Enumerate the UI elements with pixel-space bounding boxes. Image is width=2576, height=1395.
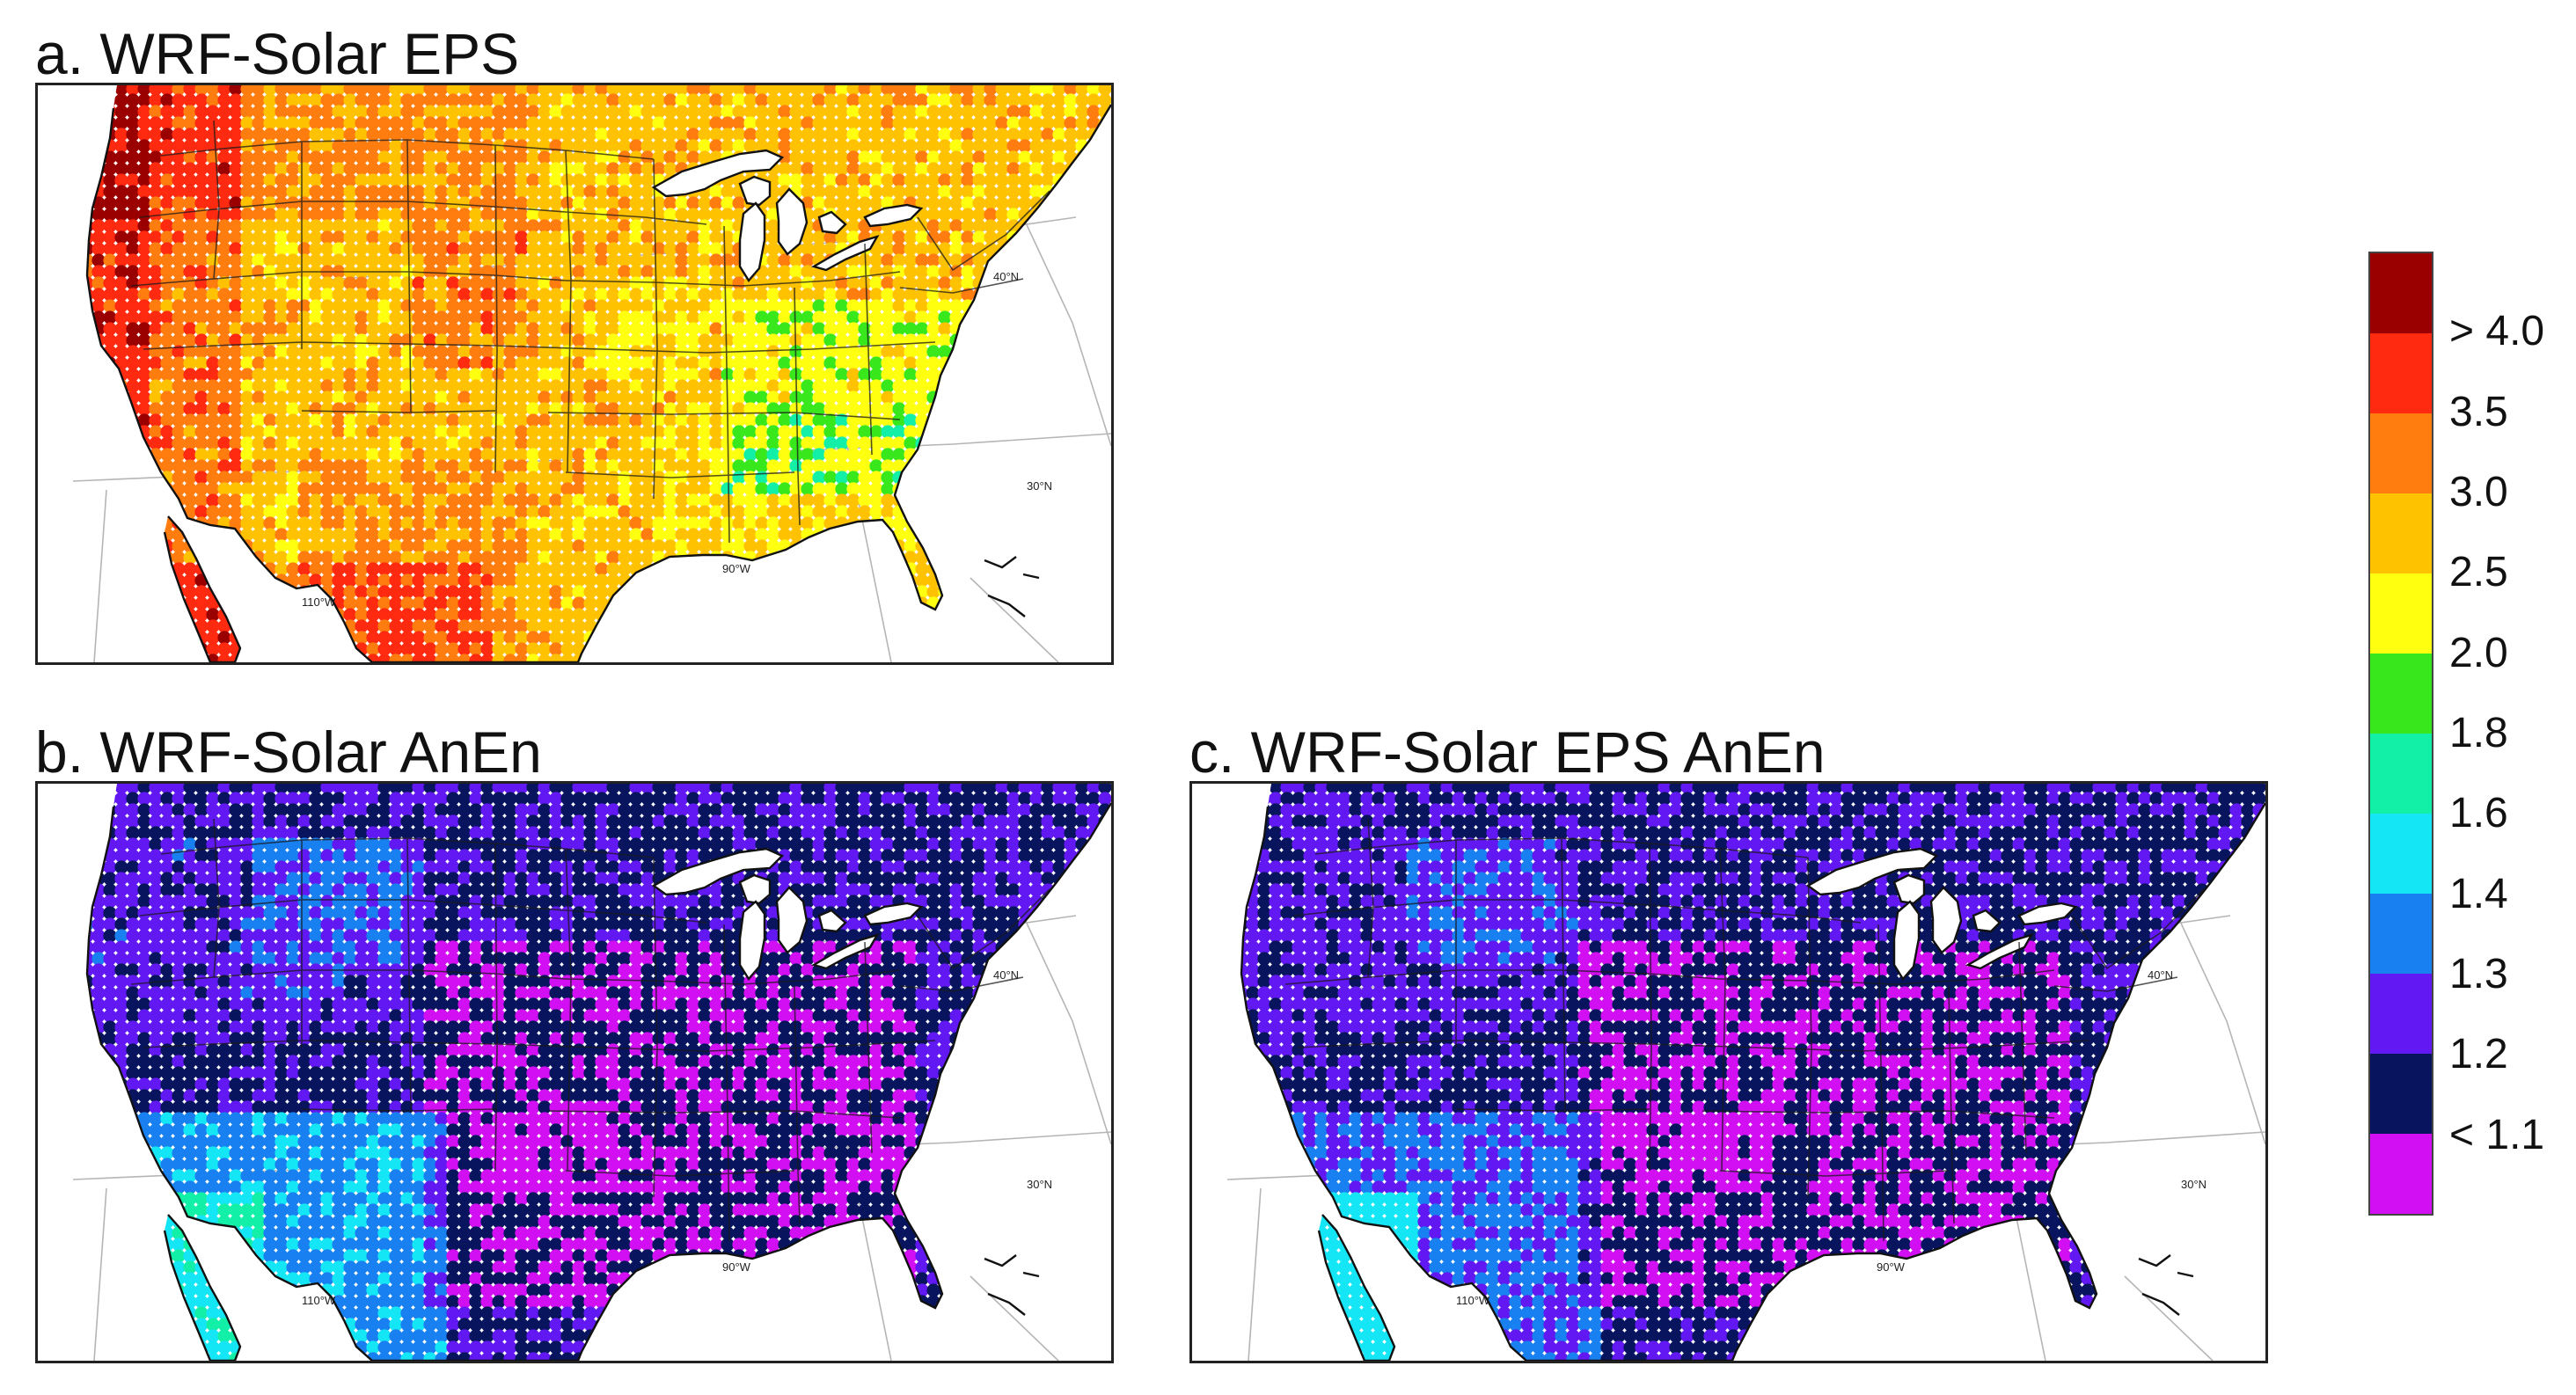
coord-label: 30°N <box>2181 1178 2206 1191</box>
grid-cells <box>87 784 1111 1361</box>
panel-b-map: 40°N 30°N 90°W 110°W <box>35 781 1114 1363</box>
panel-c-map: 40°N 30°N 90°W 110°W <box>1189 781 2268 1363</box>
colorbar-label: < 1.1 <box>2449 1111 2545 1158</box>
caribbean-islands <box>984 556 1040 617</box>
colorbar-swatch <box>2370 333 2432 413</box>
colorbar-label: > 4.0 <box>2449 308 2545 355</box>
colorbar-swatch <box>2370 493 2432 573</box>
colorbar <box>2368 252 2433 1216</box>
coord-label: 110°W <box>1456 1294 1490 1307</box>
coord-label: 30°N <box>1027 479 1052 493</box>
great-lakes <box>651 847 924 982</box>
colorbar-swatch <box>2370 654 2432 734</box>
coord-label: 90°W <box>722 1260 751 1274</box>
coastline <box>85 802 1111 1361</box>
colorbar-swatch <box>2370 253 2432 333</box>
state-boundaries <box>130 120 1050 544</box>
colorbar-label: 1.4 <box>2449 870 2508 917</box>
panel-b-map-svg: 40°N 30°N 90°W 110°W <box>72 784 1111 1361</box>
great-lakes <box>1805 847 2078 982</box>
coord-label: 110°W <box>302 595 336 609</box>
colorbar-label: 2.0 <box>2449 629 2508 676</box>
coord-label: 90°W <box>1877 1260 1906 1274</box>
grid-cells <box>87 85 1111 662</box>
colorbar-label: 3.0 <box>2449 469 2508 515</box>
grid-cells <box>1241 784 2265 1361</box>
coord-label: 110°W <box>302 1294 336 1307</box>
colorbar-swatch <box>2370 1054 2432 1134</box>
colorbar-label: 1.2 <box>2449 1031 2508 1078</box>
panel-a-map: 40°N 30°N 90°W 110°W <box>35 83 1114 665</box>
colorbar-swatch <box>2370 894 2432 974</box>
state-boundaries <box>130 818 1050 1242</box>
coord-label: 90°W <box>722 562 751 575</box>
panel-c-title: c. WRF-Solar EPS AnEn <box>1189 719 1826 785</box>
great-lakes <box>651 149 924 283</box>
colorbar-swatch <box>2370 573 2432 654</box>
coord-label: 40°N <box>993 968 1019 982</box>
panel-b-title: b. WRF-Solar AnEn <box>35 719 542 785</box>
coord-label: 40°N <box>2148 968 2173 982</box>
panel-a-map-svg: 40°N 30°N 90°W 110°W <box>72 85 1111 662</box>
coastline <box>85 104 1111 662</box>
coord-label: 40°N <box>993 270 1019 283</box>
colorbar-label: 1.8 <box>2449 710 2508 756</box>
panel-c-map-svg: 40°N 30°N 90°W 110°W <box>1226 784 2265 1361</box>
colorbar-label: 2.5 <box>2449 549 2508 596</box>
caribbean-islands <box>2138 1254 2194 1316</box>
colorbar-label: 1.3 <box>2449 951 2508 997</box>
colorbar-swatch <box>2370 413 2432 493</box>
coastline <box>1240 802 2265 1361</box>
panel-a-title: a. WRF-Solar EPS <box>35 21 520 86</box>
colorbar-label: 1.6 <box>2449 790 2508 837</box>
colorbar-swatch <box>2370 814 2432 894</box>
caribbean-islands <box>984 1254 1040 1316</box>
colorbar-swatch <box>2370 974 2432 1054</box>
colorbar-swatch <box>2370 1134 2432 1214</box>
coord-label: 30°N <box>1027 1178 1052 1191</box>
state-boundaries <box>1284 818 2205 1242</box>
colorbar-label: 3.5 <box>2449 388 2508 435</box>
colorbar-swatch <box>2370 734 2432 814</box>
